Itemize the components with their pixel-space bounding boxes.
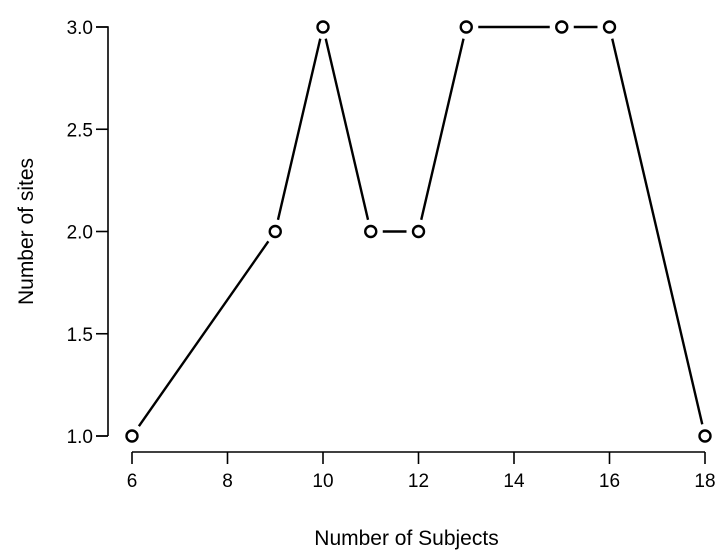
data-points xyxy=(125,20,712,443)
data-point xyxy=(316,20,330,34)
data-point xyxy=(698,429,712,443)
y-tick-label: 1.0 xyxy=(67,427,93,448)
x-tick-label: 8 xyxy=(222,471,233,492)
data-point xyxy=(602,20,617,34)
x-tick-label: 10 xyxy=(312,471,333,492)
y-tick-label: 2.0 xyxy=(67,223,93,244)
x-tick-label: 16 xyxy=(599,471,620,492)
axes: 1.0 1.5 2.0 2.5 3.0 6 8 10 12 14 16 18 xyxy=(67,18,716,492)
y-axis-title: Number of sites xyxy=(15,158,38,305)
x-tick-label: 14 xyxy=(503,471,525,492)
data-series xyxy=(137,25,704,427)
series-segment xyxy=(137,240,270,427)
y-tick-label: 1.5 xyxy=(67,325,93,346)
y-tick-label: 3.0 xyxy=(67,18,93,39)
data-point xyxy=(268,224,282,239)
data-point xyxy=(125,429,139,443)
x-axis-ticks: 6 8 10 12 14 16 18 xyxy=(127,452,716,492)
x-tick-label: 18 xyxy=(694,471,715,492)
y-axis-ticks: 1.0 1.5 2.0 2.5 3.0 xyxy=(67,18,108,448)
x-axis-title: Number of Subjects xyxy=(314,527,498,550)
series-segment xyxy=(276,38,322,221)
y-tick-label: 2.5 xyxy=(67,120,93,141)
series-segment xyxy=(324,38,370,221)
data-point xyxy=(411,224,426,239)
x-tick-label: 6 xyxy=(127,471,138,492)
data-point xyxy=(364,224,378,239)
series-segment xyxy=(611,38,704,425)
data-point xyxy=(459,20,473,34)
data-point xyxy=(555,20,569,34)
series-segment xyxy=(420,38,465,221)
x-tick-label: 12 xyxy=(408,471,429,492)
